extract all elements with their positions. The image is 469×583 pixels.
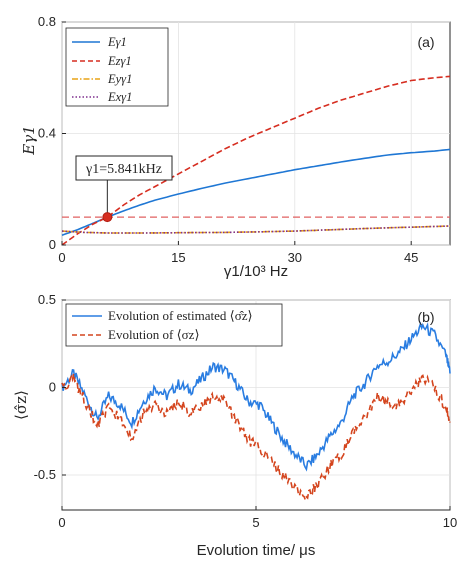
panel-b-x-label: Evolution time/ μs (197, 542, 316, 559)
x-tick-label: 5 (252, 515, 259, 530)
panel-b-label: (b) (417, 309, 434, 325)
panel-b-y-ticks: 0.5 0 -0.5 (34, 292, 66, 482)
y-tick-label: 0 (49, 237, 56, 252)
panel-a-x-ticks: 0 15 30 45 (58, 241, 418, 265)
legend-a-label-0: Eγ1 (107, 35, 127, 49)
annotation-text: γ1=5.841kHz (85, 162, 162, 177)
panel-b-chart: 0 5 10 0.5 0 -0.5 Evolution time/ μs ⟨σ̂z⟩ (… (12, 292, 457, 559)
x-tick-label: 10 (443, 515, 457, 530)
panel-a-x-label: γ1/10³ Hz (224, 263, 288, 280)
panel-b-series (61, 321, 451, 503)
y-tick-label: 0.5 (38, 292, 56, 307)
panel-a-y-ticks: 0 0.4 0.8 (38, 14, 66, 252)
y-tick-label: 0 (49, 380, 56, 395)
panel-a-legend: Eγ1 Ezγ1 Eyγ1 Exγ1 (65, 27, 169, 107)
y-tick-label: 0.8 (38, 14, 56, 29)
legend-a-label-3: Exγ1 (107, 90, 132, 104)
panel-b-y-label: ⟨σ̂z⟩ (12, 390, 30, 420)
y-tick-label: 0.4 (38, 126, 56, 141)
x-tick-label: 0 (58, 250, 65, 265)
panel-a-grid (61, 21, 450, 246)
x-tick-label: 30 (288, 250, 302, 265)
x-tick-label: 15 (171, 250, 185, 265)
y-tick-label: -0.5 (34, 467, 56, 482)
legend-b-label-0: Evolution of estimated ⟨σ̂z⟩ (108, 308, 253, 323)
panel-a-y-label: Eγ1 (20, 125, 38, 155)
x-tick-label: 45 (404, 250, 418, 265)
panel-a-label: (a) (417, 34, 434, 50)
x-tick-label: 0 (58, 515, 65, 530)
panel-b-legend: Evolution of estimated ⟨σ̂z⟩ Evolution o… (65, 303, 283, 347)
series-line-0 (61, 321, 451, 472)
panel-a-annotation: γ1=5.841kHz (75, 155, 173, 214)
panel-a-marker (102, 212, 113, 223)
series-line-3 (61, 225, 451, 234)
legend-b-label-1: Evolution of ⟨σz⟩ (108, 327, 200, 342)
legend-a-label-2: Eyγ1 (107, 72, 132, 86)
series-line-1 (61, 373, 451, 503)
panel-b-x-ticks: 0 5 10 (58, 506, 457, 530)
panel-a-chart: 0 15 30 45 0 0.4 0.8 γ1/10³ Hz Eγ1 (a) Eγ1 Ez… (20, 14, 451, 280)
legend-a-label-1: Ezγ1 (107, 54, 132, 68)
